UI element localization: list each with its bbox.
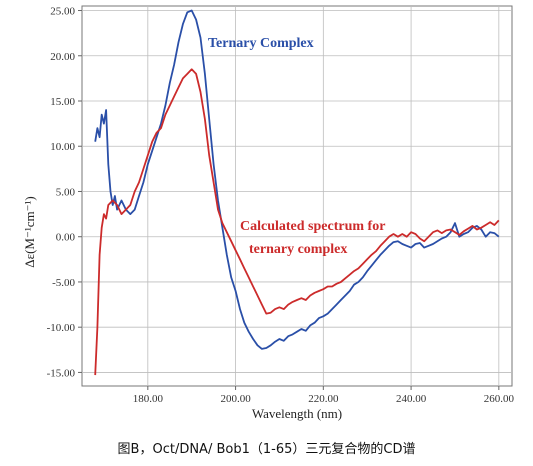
x-tick-label: 180.00 (133, 393, 164, 405)
y-tick-label: 0.00 (56, 232, 76, 244)
x-tick-label: 260.00 (484, 393, 515, 405)
series-line-ternary-complex (94, 9, 500, 350)
x-tick-label: 220.00 (308, 393, 339, 405)
y-axis-label: Δε(M⁻¹cm⁻¹) (22, 196, 37, 267)
x-tick-labels: 180.00 200.00 220.00 240.00 260.00 (133, 386, 515, 405)
annotation-ternary-complex: Ternary Complex (208, 36, 314, 51)
x-tick-label: 200.00 (220, 393, 251, 405)
plot-frame (81, 5, 513, 387)
y-tick-label: -5.00 (52, 277, 75, 289)
y-tick-label: 25.00 (50, 6, 75, 18)
annotation-calculated-spectrum-line2: ternary complex (249, 242, 347, 257)
grid-lines (82, 6, 512, 386)
y-tick-labels: 25.00 20.00 15.00 10.00 5.00 0.00 -5.00 -10.00 -… (47, 6, 82, 379)
y-tick-label: -10.00 (47, 322, 76, 334)
x-tick-label: 240.00 (396, 393, 427, 405)
figure-caption: 图B，Oct/DNA/ Bob1（1-65）三元复合物的CD谱 (117, 442, 416, 457)
y-tick-label: -15.00 (47, 367, 76, 379)
x-axis-label: Wavelength (nm) (252, 406, 342, 421)
y-tick-label: 20.00 (50, 51, 75, 63)
y-tick-label: 10.00 (50, 141, 75, 153)
y-tick-label: 5.00 (56, 186, 76, 198)
annotation-calculated-spectrum-line1: Calculated spectrum for (240, 219, 385, 234)
series-line-calculated-spectrum (94, 68, 500, 376)
series-lines (94, 9, 500, 376)
y-tick-label: 15.00 (50, 96, 75, 108)
